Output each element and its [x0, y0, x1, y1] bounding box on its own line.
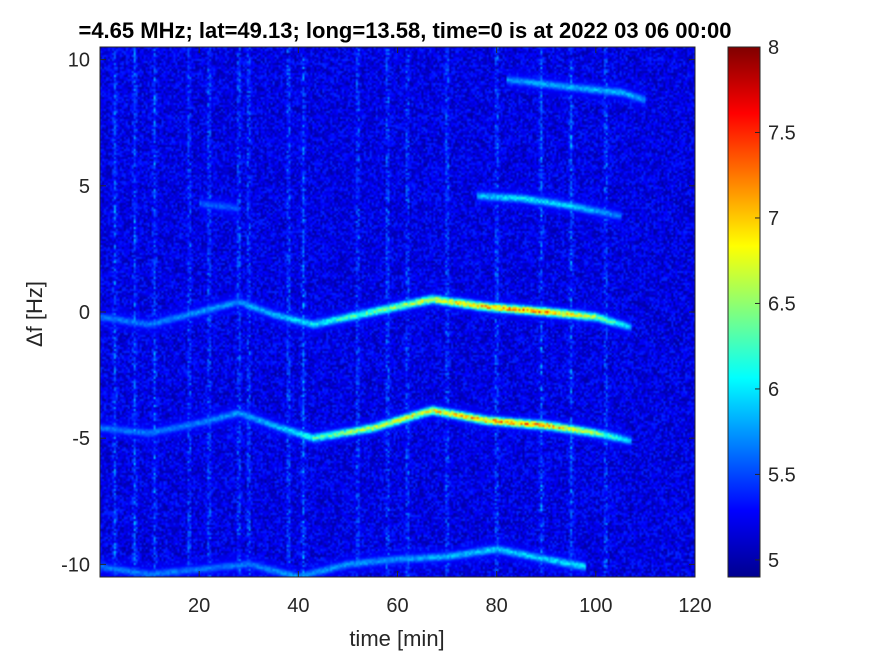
- colorbar: 5 5.5 6 6.5 7 7.5 8: [727, 37, 796, 578]
- plot-area: [99, 46, 696, 578]
- y-axis: -10 -5 0 5 10: [61, 50, 695, 576]
- x-tick-label: 20: [188, 595, 210, 617]
- colorbar-gradient: [727, 46, 761, 578]
- x-tick-label: 120: [678, 595, 711, 617]
- heatmap-image: [100, 47, 695, 577]
- colorbar-tick-label: 8: [768, 37, 779, 59]
- y-tick-label: 5: [79, 176, 90, 198]
- colorbar-tick-label: 7.5: [768, 122, 796, 144]
- x-axis-label: time [min]: [349, 626, 444, 651]
- x-tick-label: 80: [486, 595, 508, 617]
- x-tick-label: 40: [287, 595, 309, 617]
- colorbar-tick-label: 6: [768, 379, 779, 401]
- x-tick-label: 100: [579, 595, 612, 617]
- colorbar-tick-label: 5.5: [768, 464, 796, 486]
- y-tick-label: 10: [68, 50, 90, 72]
- colorbar-tick-label: 6.5: [768, 293, 796, 315]
- chart-title: =4.65 MHz; lat=49.13; long=13.58, time=0…: [78, 18, 731, 43]
- colorbar-tick-label: 7: [768, 208, 779, 230]
- colorbar-ticks: 5 5.5 6 6.5 7 7.5 8: [755, 37, 796, 572]
- y-tick-label: -5: [72, 428, 90, 450]
- y-tick-label: -10: [61, 554, 90, 576]
- x-axis: 20 40 60 80 100 120: [188, 47, 712, 617]
- y-tick-label: 0: [79, 302, 90, 324]
- colorbar-tick-label: 5: [768, 550, 779, 572]
- y-axis-label: Δf [Hz]: [22, 281, 47, 347]
- x-tick-label: 60: [386, 595, 408, 617]
